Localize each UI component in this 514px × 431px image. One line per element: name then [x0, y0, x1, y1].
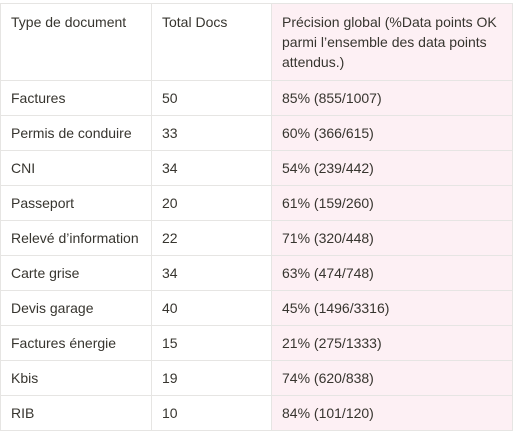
- cell-precision: 21% (275/1333): [271, 325, 513, 361]
- cell-precision: 84% (101/120): [271, 395, 513, 431]
- cell-precision: 54% (239/442): [271, 150, 513, 186]
- cell-precision: 60% (366/615): [271, 115, 513, 151]
- cell-total-docs: 50: [151, 80, 272, 116]
- cell-total-docs: 20: [151, 185, 272, 221]
- cell-total-docs: 33: [151, 115, 272, 151]
- cell-document-type: Permis de conduire: [0, 115, 152, 151]
- table-row: Relevé d’information 22 71% (320/448): [0, 220, 513, 256]
- cell-document-type: Carte grise: [0, 255, 152, 291]
- cell-document-type: Devis garage: [0, 290, 152, 326]
- cell-document-type: Relevé d’information: [0, 220, 152, 256]
- cell-total-docs: 15: [151, 325, 272, 361]
- table-row: Carte grise 34 63% (474/748): [0, 255, 513, 291]
- header-row: Type de document Total Docs Précision gl…: [0, 3, 513, 81]
- cell-total-docs: 19: [151, 360, 272, 396]
- table-body: Factures 50 85% (855/1007) Permis de con…: [0, 80, 513, 431]
- cell-document-type: Passeport: [0, 185, 152, 221]
- cell-document-type: Kbis: [0, 360, 152, 396]
- cell-document-type: CNI: [0, 150, 152, 186]
- table-header: Type de document Total Docs Précision gl…: [0, 3, 513, 81]
- cell-total-docs: 10: [151, 395, 272, 431]
- table-row: RIB 10 84% (101/120): [0, 395, 513, 431]
- table-row: Factures 50 85% (855/1007): [0, 80, 513, 116]
- table-row: CNI 34 54% (239/442): [0, 150, 513, 186]
- header-total-docs: Total Docs: [151, 3, 272, 81]
- cell-total-docs: 40: [151, 290, 272, 326]
- table-row: Permis de conduire 33 60% (366/615): [0, 115, 513, 151]
- cell-document-type: Factures: [0, 80, 152, 116]
- header-precision: Précision global (%Data points OK parmi …: [271, 3, 513, 81]
- table-row: Devis garage 40 45% (1496/3316): [0, 290, 513, 326]
- table-row: Passeport 20 61% (159/260): [0, 185, 513, 221]
- cell-total-docs: 34: [151, 150, 272, 186]
- header-document-type: Type de document: [0, 3, 152, 81]
- cell-precision: 45% (1496/3316): [271, 290, 513, 326]
- results-table: Type de document Total Docs Précision gl…: [0, 3, 513, 431]
- cell-total-docs: 22: [151, 220, 272, 256]
- cell-precision: 63% (474/748): [271, 255, 513, 291]
- cell-document-type: Factures énergie: [0, 325, 152, 361]
- cell-total-docs: 34: [151, 255, 272, 291]
- cell-document-type: RIB: [0, 395, 152, 431]
- table-row: Kbis 19 74% (620/838): [0, 360, 513, 396]
- cell-precision: 74% (620/838): [271, 360, 513, 396]
- cell-precision: 85% (855/1007): [271, 80, 513, 116]
- table-row: Factures énergie 15 21% (275/1333): [0, 325, 513, 361]
- cell-precision: 71% (320/448): [271, 220, 513, 256]
- cell-precision: 61% (159/260): [271, 185, 513, 221]
